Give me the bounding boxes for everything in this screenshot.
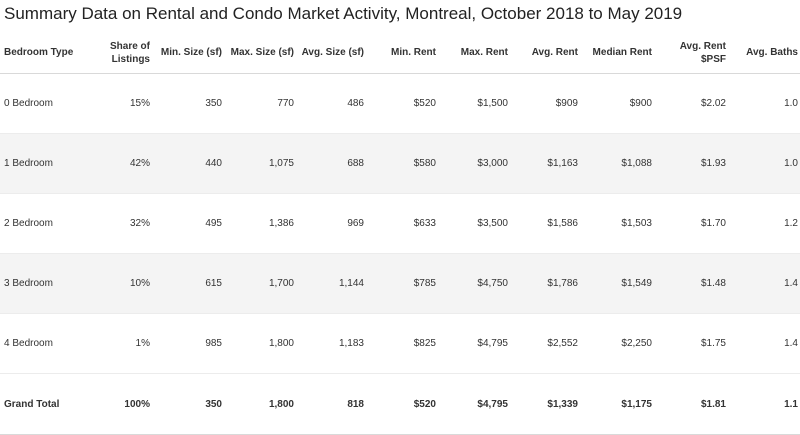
table-cell: $2,552 <box>510 313 580 374</box>
table-cell: 1.1 <box>728 373 800 435</box>
table-cell: $1.81 <box>654 373 728 435</box>
table-cell: 440 <box>152 133 224 194</box>
row-label: 2 Bedroom <box>0 193 92 254</box>
table-cell: 818 <box>296 373 366 435</box>
table-cell: $1,786 <box>510 253 580 314</box>
table-cell: $1,339 <box>510 373 580 435</box>
table-cell: $825 <box>366 313 438 374</box>
table-header-row: Bedroom Type Share of Listings Min. Size (s… <box>0 32 800 74</box>
table-cell: 1,144 <box>296 253 366 314</box>
column-header: Max. Rent <box>438 32 510 74</box>
column-header: Avg. Size (sf) <box>296 32 366 74</box>
table-cell: $1,175 <box>580 373 654 435</box>
table-cell: $633 <box>366 193 438 254</box>
table-cell: $900 <box>580 73 654 134</box>
column-header: Max. Size (sf) <box>224 32 296 74</box>
table-cell: $785 <box>366 253 438 314</box>
table-cell: 1,386 <box>224 193 296 254</box>
table-cell: $520 <box>366 73 438 134</box>
table-cell: $580 <box>366 133 438 194</box>
table-cell: 1,183 <box>296 313 366 374</box>
table-row: 2 Bedroom 32% 495 1,386 969 $633 $3,500 $1,586 $… <box>0 193 800 254</box>
table-row: 0 Bedroom 15% 350 770 486 $520 $1,500 $909 $900 $… <box>0 73 800 134</box>
table-cell: $1,503 <box>580 193 654 254</box>
table-cell: $1,549 <box>580 253 654 314</box>
column-header: Avg. Rent $PSF <box>654 32 728 74</box>
table-cell: 1,800 <box>224 373 296 435</box>
table-cell: $1,500 <box>438 73 510 134</box>
page-title: Summary Data on Rental and Condo Market … <box>4 4 683 23</box>
table-cell: $2.02 <box>654 73 728 134</box>
table-cell: 1.0 <box>728 73 800 134</box>
row-label: 3 Bedroom <box>0 253 92 314</box>
row-label: 4 Bedroom <box>0 313 92 374</box>
table-cell: 350 <box>152 73 224 134</box>
table-cell: $2,250 <box>580 313 654 374</box>
table-cell: $1.75 <box>654 313 728 374</box>
table-cell: 350 <box>152 373 224 435</box>
table-cell: $3,000 <box>438 133 510 194</box>
column-header: Min. Size (sf) <box>152 32 224 74</box>
table-row: 4 Bedroom 1% 985 1,800 1,183 $825 $4,795 $2,552… <box>0 313 800 374</box>
table-cell: 1,700 <box>224 253 296 314</box>
table-cell: $1,163 <box>510 133 580 194</box>
table-cell: 615 <box>152 253 224 314</box>
table-cell: 495 <box>152 193 224 254</box>
table-row: 3 Bedroom 10% 615 1,700 1,144 $785 $4,750 $1,78… <box>0 253 800 314</box>
column-header: Min. Rent <box>366 32 438 74</box>
table-cell: 1% <box>92 313 152 374</box>
table-cell: 15% <box>92 73 152 134</box>
table-cell: 688 <box>296 133 366 194</box>
table-cell: 1.2 <box>728 193 800 254</box>
column-header: Avg. Baths <box>728 32 800 74</box>
table-cell: 985 <box>152 313 224 374</box>
column-header: Share of Listings <box>92 32 152 74</box>
table-cell: 100% <box>92 373 152 435</box>
table-body: 0 Bedroom 15% 350 770 486 $520 $1,500 $909 $900 $… <box>0 73 800 435</box>
table-cell: $1.70 <box>654 193 728 254</box>
table-cell: $4,795 <box>438 313 510 374</box>
column-header: Median Rent <box>580 32 654 74</box>
table-cell: $1.93 <box>654 133 728 194</box>
table-cell: 1,075 <box>224 133 296 194</box>
table-cell: $1,088 <box>580 133 654 194</box>
table-cell: 1.4 <box>728 313 800 374</box>
table-cell: $1,586 <box>510 193 580 254</box>
table-cell: $1.48 <box>654 253 728 314</box>
grand-total-row: Grand Total 100% 350 1,800 818 $520 $4,795 $1,3… <box>0 373 800 435</box>
table-cell: 42% <box>92 133 152 194</box>
table-cell: 1.4 <box>728 253 800 314</box>
table-cell: 10% <box>92 253 152 314</box>
table-cell: $4,750 <box>438 253 510 314</box>
row-label: Grand Total <box>0 373 92 435</box>
table-cell: 486 <box>296 73 366 134</box>
table-cell: $520 <box>366 373 438 435</box>
table-cell: 770 <box>224 73 296 134</box>
table-cell: $909 <box>510 73 580 134</box>
row-label: 0 Bedroom <box>0 73 92 134</box>
table-cell: 969 <box>296 193 366 254</box>
table-cell: $3,500 <box>438 193 510 254</box>
table-cell: 1,800 <box>224 313 296 374</box>
column-header: Avg. Rent <box>510 32 580 74</box>
table-row: 1 Bedroom 42% 440 1,075 688 $580 $3,000 $1,163 $… <box>0 133 800 194</box>
column-header: Bedroom Type <box>0 32 92 74</box>
row-label: 1 Bedroom <box>0 133 92 194</box>
table-cell: 1.0 <box>728 133 800 194</box>
table-cell: $4,795 <box>438 373 510 435</box>
summary-table: Bedroom Type Share of Listings Min. Size (s… <box>0 32 800 435</box>
table-cell: 32% <box>92 193 152 254</box>
